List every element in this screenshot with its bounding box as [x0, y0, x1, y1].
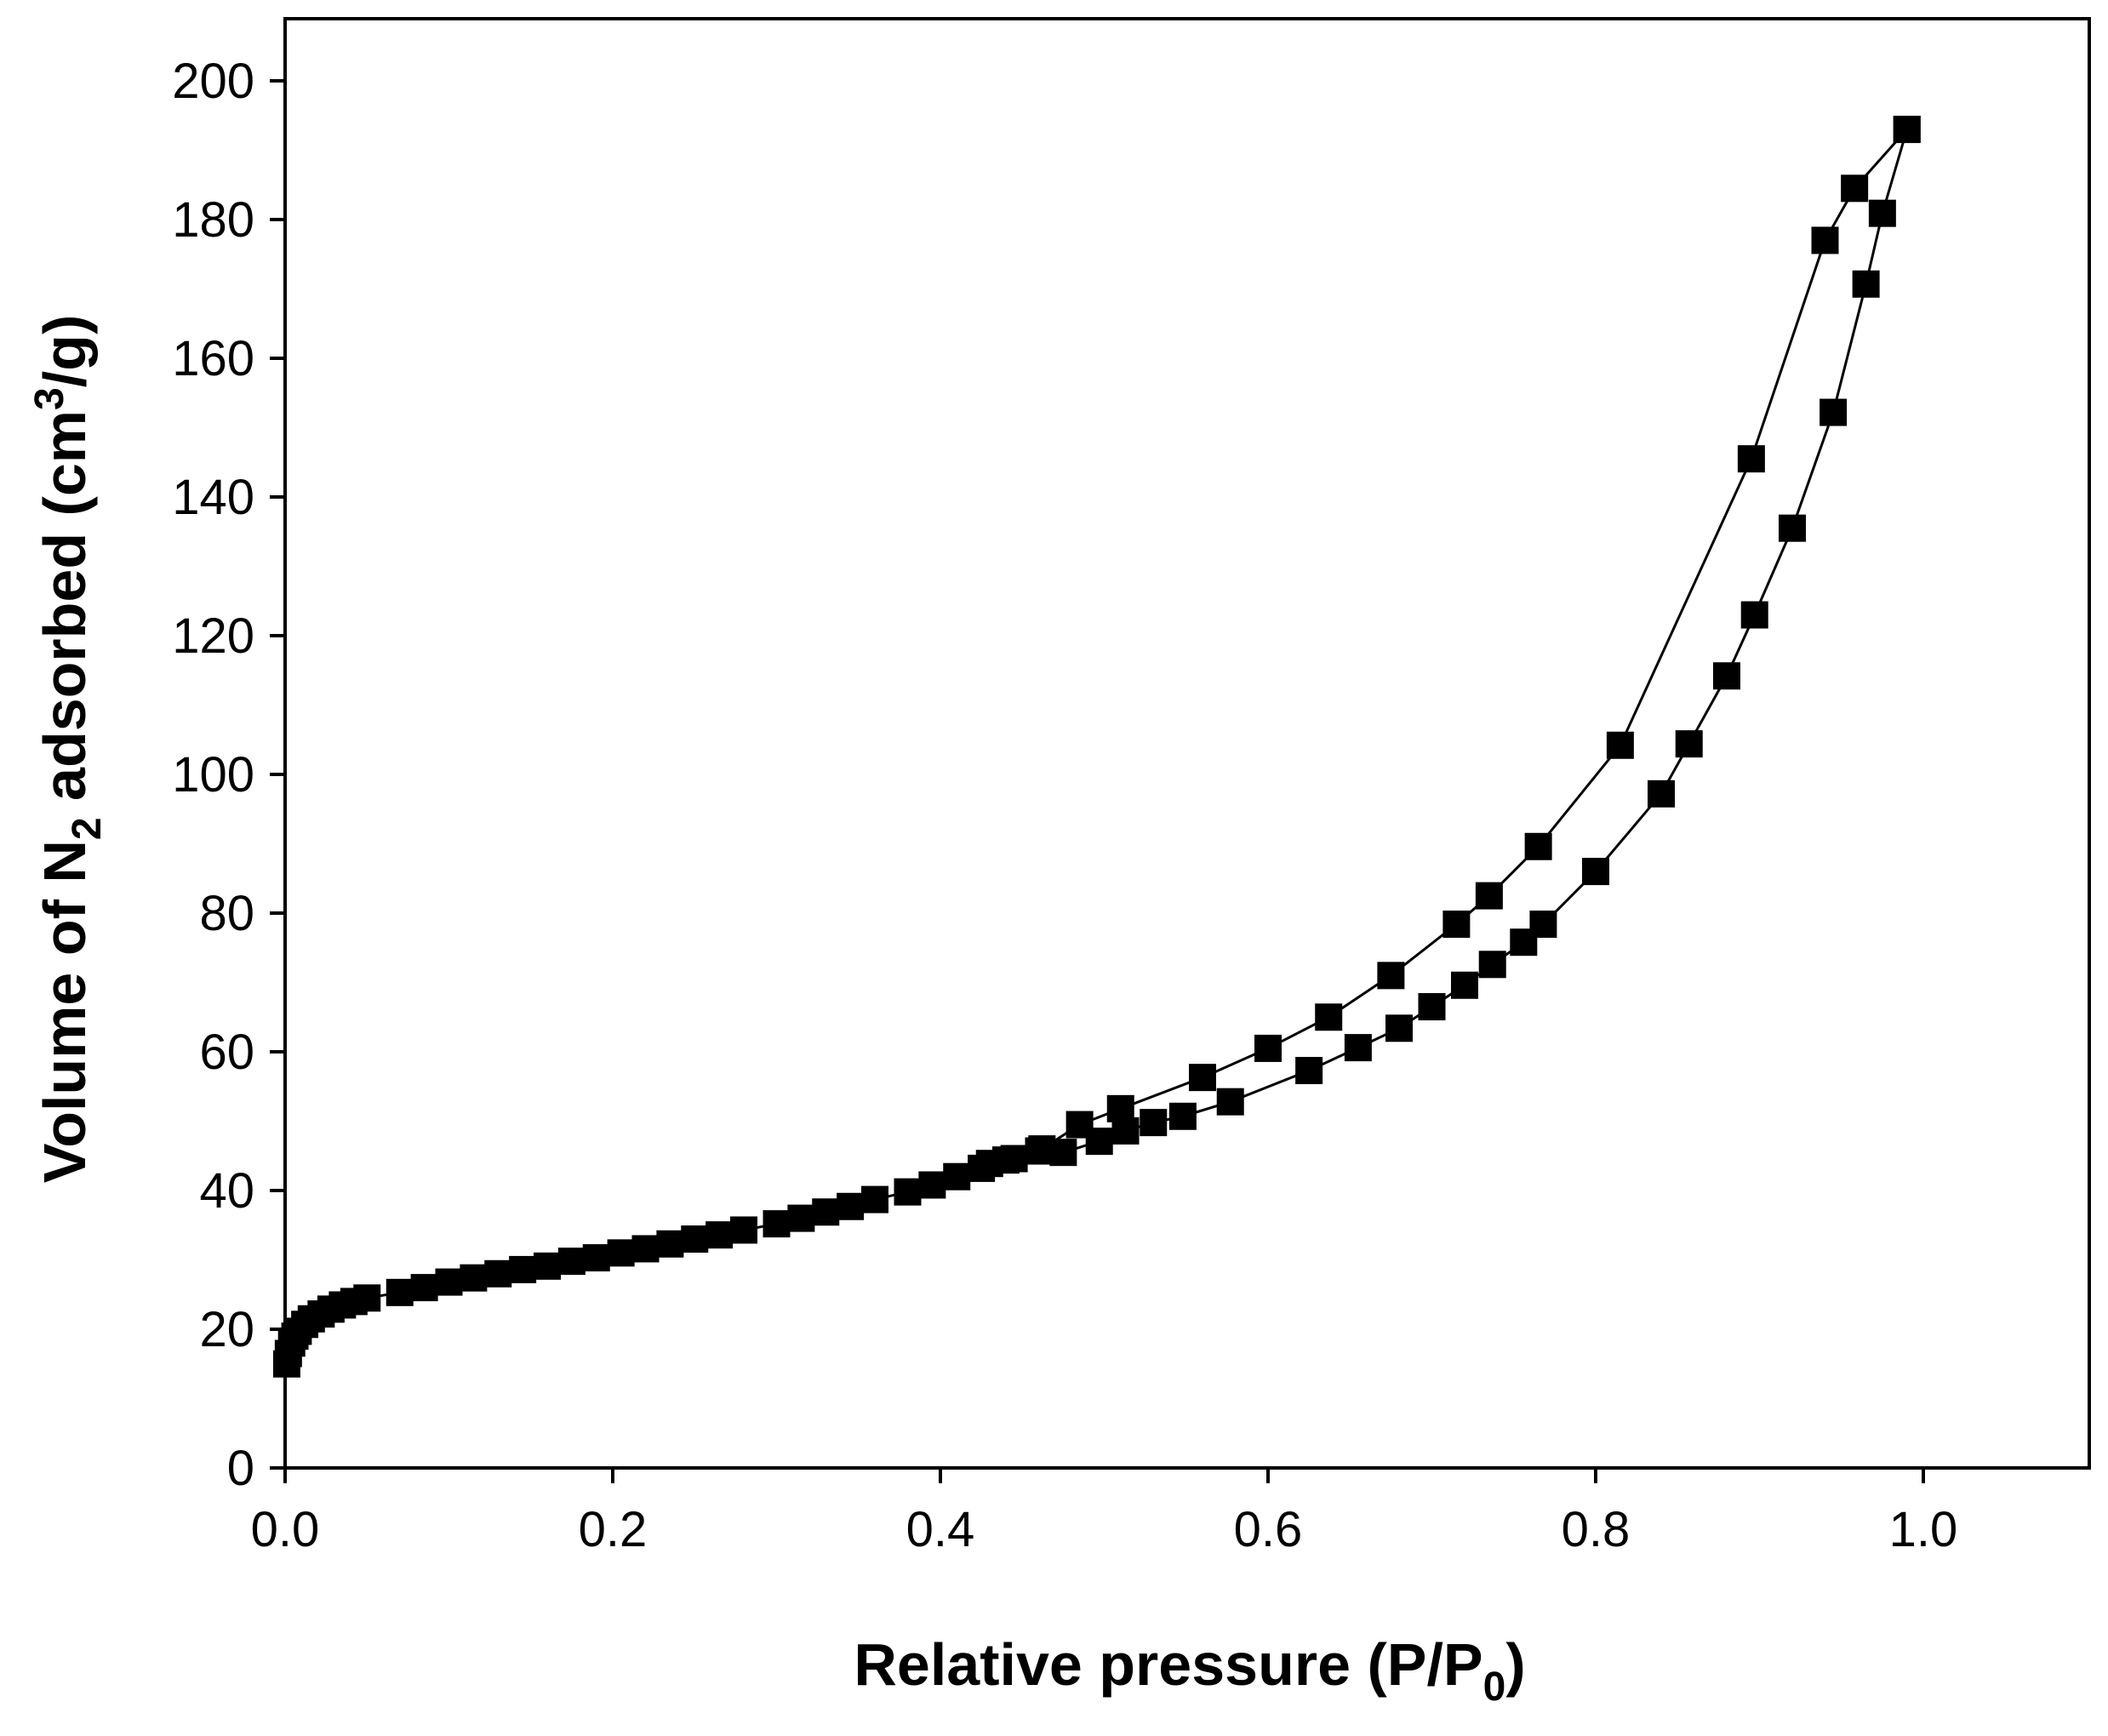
adsorption-marker — [435, 1268, 463, 1296]
y-tick-label: 100 — [172, 747, 254, 802]
series-lines — [285, 128, 1909, 1365]
desorption-marker — [1028, 1135, 1056, 1163]
y-tick-label: 200 — [172, 54, 254, 109]
adsorption-marker — [837, 1192, 865, 1220]
x-tick-label: 0.8 — [1562, 1502, 1631, 1557]
adsorption-marker — [1852, 270, 1880, 298]
adsorption-marker — [1713, 662, 1740, 690]
adsorption-marker — [1648, 779, 1675, 808]
adsorption-marker — [706, 1221, 734, 1249]
adsorption-marker — [1295, 1057, 1323, 1085]
adsorption-marker — [1451, 971, 1478, 999]
adsorption-marker — [1168, 1102, 1197, 1130]
y-axis-title-superscript: 3 — [27, 387, 72, 410]
adsorption-marker — [812, 1198, 840, 1226]
adsorption-marker — [918, 1171, 946, 1199]
adsorption-marker — [557, 1248, 586, 1276]
adsorption-marker — [1675, 730, 1703, 758]
y-tick-label: 120 — [172, 608, 254, 664]
desorption-marker — [1189, 1064, 1216, 1092]
desorption-marker — [1606, 731, 1634, 759]
adsorption-marker — [1216, 1088, 1244, 1116]
desorption-marker — [1524, 832, 1552, 860]
desorption-marker — [1737, 445, 1765, 473]
desorption-marker — [1442, 911, 1471, 939]
adsorption-marker — [656, 1230, 684, 1258]
y-tick-label: 0 — [227, 1441, 254, 1496]
y-tick-label: 20 — [199, 1302, 254, 1357]
adsorption-marker — [681, 1225, 709, 1253]
desorption-marker — [1000, 1145, 1028, 1173]
adsorption-marker — [1385, 1014, 1413, 1042]
adsorption-marker — [410, 1274, 438, 1302]
adsorption-marker — [1820, 398, 1848, 426]
y-axis-title-pre: Volume of N — [31, 840, 98, 1183]
adsorption-marker — [763, 1210, 791, 1238]
desorption-marker — [975, 1150, 1003, 1178]
desorption-line — [989, 128, 1908, 1165]
adsorption-marker — [353, 1284, 381, 1312]
adsorption-marker — [1140, 1109, 1168, 1137]
desorption-marker — [1315, 1003, 1343, 1031]
y-tick-label: 40 — [199, 1163, 254, 1219]
y-tick-label: 60 — [199, 1025, 254, 1080]
y-tick-label: 180 — [172, 192, 254, 248]
adsorption-marker — [534, 1252, 561, 1280]
adsorption-marker — [1478, 951, 1506, 979]
adsorption-marker — [509, 1255, 537, 1283]
desorption-marker — [1841, 174, 1869, 203]
desorption-marker — [1254, 1034, 1282, 1062]
adsorption-marker — [607, 1239, 635, 1267]
x-axis-title: Relative pressure (P/P0) — [854, 1631, 1525, 1710]
x-axis-title-tail: ) — [1505, 1631, 1525, 1698]
adsorption-marker — [631, 1235, 660, 1263]
desorption-marker — [1811, 226, 1839, 254]
adsorption-marker — [730, 1216, 757, 1244]
adsorption-marker — [787, 1204, 815, 1232]
adsorption-marker — [460, 1264, 488, 1292]
adsorption-line — [285, 128, 1909, 1365]
y-tick-label: 160 — [172, 331, 254, 386]
adsorption-marker — [1344, 1034, 1372, 1062]
x-axis-title-main: Relative pressure (P/P — [854, 1631, 1482, 1698]
adsorption-marker — [1418, 993, 1446, 1021]
adsorption-marker — [1868, 199, 1896, 227]
series-markers — [272, 116, 1921, 1378]
y-tick-label: 80 — [199, 886, 254, 941]
x-tick-label: 0.4 — [906, 1502, 975, 1557]
adsorption-marker — [861, 1185, 888, 1213]
adsorption-marker — [1582, 858, 1609, 886]
adsorption-marker — [582, 1244, 610, 1272]
desorption-marker — [1893, 116, 1921, 144]
desorption-marker — [1106, 1094, 1134, 1122]
y-axis: 0 20 40 60 80 100 120 140 160 180 200 — [172, 54, 285, 1496]
adsorption-marker — [386, 1278, 414, 1306]
adsorption-marker — [484, 1259, 512, 1288]
x-axis: 0.0 0.2 0.4 0.6 0.8 1.0 — [251, 1468, 1958, 1557]
plot-frame — [283, 17, 2091, 1470]
y-axis-title-tail: /g) — [31, 315, 98, 388]
y-tick-label: 140 — [172, 470, 254, 525]
adsorption-marker — [1740, 601, 1768, 629]
adsorption-marker — [1529, 911, 1557, 939]
desorption-marker — [1377, 962, 1405, 990]
adsorption-marker — [943, 1162, 971, 1191]
x-tick-label: 0.6 — [1234, 1502, 1303, 1557]
y-axis-title: Volume of N2 adsorbed (cm3/g) — [27, 315, 110, 1184]
x-axis-title-subscript: 0 — [1483, 1665, 1506, 1710]
x-tick-label: 1.0 — [1889, 1502, 1958, 1557]
x-tick-label: 0.0 — [251, 1502, 320, 1557]
y-axis-title-mid: adsorbed (cm — [31, 410, 98, 817]
desorption-marker — [1065, 1111, 1094, 1139]
adsorption-marker — [1779, 514, 1806, 542]
y-axis-title-subscript: 2 — [65, 817, 110, 840]
adsorption-marker — [894, 1178, 922, 1206]
x-tick-label: 0.2 — [579, 1502, 648, 1557]
desorption-marker — [1475, 882, 1503, 910]
